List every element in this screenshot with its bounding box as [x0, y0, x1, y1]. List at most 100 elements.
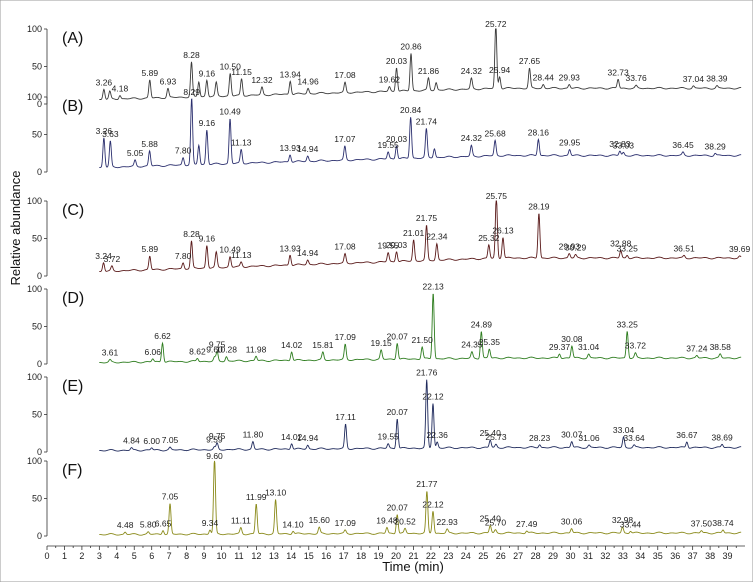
peak-label: 17.09 — [335, 332, 357, 342]
peak-label: 20.03 — [386, 56, 408, 66]
peak-label: 3.26 — [96, 77, 113, 87]
peak-label: 19.55 — [378, 432, 400, 442]
chromatogram-trace — [99, 293, 742, 364]
peak-label: 28.44 — [533, 73, 555, 83]
x-tick-label: 22 — [426, 551, 436, 561]
peak-label: 38.29 — [705, 141, 727, 151]
y-tick-label: 50 — [32, 130, 42, 140]
y-tick-label: 50 — [32, 410, 42, 420]
panels-layer: 050100(A)3.264.185.896.938.289.1610.5011… — [27, 19, 751, 541]
peak-label: 28.16 — [528, 127, 550, 137]
peak-label: 9.16 — [199, 68, 216, 78]
peak-label: 33.04 — [613, 425, 635, 435]
x-tick-label: 20 — [391, 551, 401, 561]
x-tick-label: 5 — [132, 551, 137, 561]
peak-label: 25.75 — [486, 191, 508, 201]
x-tick-label: 33 — [618, 551, 628, 561]
x-tick-label: 36 — [670, 551, 680, 561]
peak-label: 3.26 — [96, 126, 113, 136]
peak-label: 39.69 — [729, 244, 751, 254]
x-tick-label: 13 — [269, 551, 279, 561]
peak-label: 13.10 — [265, 487, 287, 497]
peak-label: 22.12 — [422, 392, 444, 402]
peak-label: 29.93 — [559, 73, 581, 83]
x-tick-label: 7 — [167, 551, 172, 561]
x-tick-label: 1 — [62, 551, 67, 561]
y-tick-label: 100 — [27, 456, 42, 466]
peak-label: 11.98 — [246, 344, 267, 354]
peak-label: 14.02 — [281, 432, 303, 442]
x-tick-label: 39 — [723, 551, 733, 561]
peak-label: 14.94 — [297, 144, 319, 154]
y-tick-label: 0 — [37, 271, 42, 281]
peak-label: 15.60 — [309, 515, 331, 525]
peak-label: 21.77 — [416, 479, 438, 489]
peak-label: 19.55 — [378, 140, 400, 150]
peak-label: 29.37 — [549, 342, 571, 352]
peak-label: 5.89 — [142, 244, 159, 254]
x-tick-label: 35 — [653, 551, 663, 561]
chromatogram-trace — [99, 28, 742, 101]
peak-label: 37.24 — [686, 343, 708, 353]
peak-label: 37.04 — [683, 74, 705, 84]
peak-label: 9.34 — [202, 518, 219, 528]
peak-label: 10.49 — [219, 107, 241, 117]
x-tick-label: 14 — [286, 551, 296, 561]
peak-label: 33.25 — [617, 319, 639, 329]
peak-label: 21.75 — [416, 213, 438, 223]
peak-label: 4.84 — [123, 436, 140, 446]
x-tick-label: 8 — [184, 551, 189, 561]
peak-label: 28.23 — [529, 433, 551, 443]
chromatogram-trace — [99, 460, 742, 536]
peak-label: 15.81 — [312, 340, 334, 350]
x-tick-label: 11 — [234, 551, 243, 561]
peak-label: 10.49 — [219, 245, 241, 255]
peak-label: 5.05 — [127, 148, 144, 158]
peak-label: 7.05 — [162, 435, 179, 445]
peak-label: 8.28 — [183, 229, 200, 239]
x-tick-label: 9 — [202, 551, 207, 561]
peak-label: 14.96 — [297, 76, 319, 86]
peak-label: 9.75 — [209, 431, 226, 441]
y-tick-label: 0 — [37, 359, 42, 369]
peak-label: 30.07 — [561, 430, 583, 440]
y-tick-label: 50 — [32, 494, 42, 504]
peak-label: 6.62 — [154, 331, 171, 341]
y-tick-label: 100 — [27, 284, 42, 294]
peak-label: 14.10 — [282, 519, 304, 529]
peak-label: 31.06 — [578, 433, 600, 443]
peak-label: 25.35 — [479, 337, 501, 347]
peak-label: 26.13 — [492, 226, 514, 236]
peak-label: 7.05 — [162, 492, 179, 502]
peak-label: 30.08 — [561, 334, 583, 344]
x-tick-label: 23 — [443, 551, 453, 561]
peak-label: 29.95 — [559, 138, 581, 148]
peak-label: 38.74 — [712, 518, 734, 528]
peak-label: 13.93 — [279, 243, 301, 253]
x-tick-label: 24 — [461, 551, 471, 561]
y-tick-label: 0 — [37, 99, 42, 109]
peak-label: 32.88 — [610, 239, 632, 249]
panel-label: (D) — [62, 290, 84, 307]
peak-label: 9.60 — [206, 345, 223, 355]
peak-label: 20.84 — [400, 105, 422, 115]
peak-label: 22.34 — [426, 232, 448, 242]
peak-label: 4.18 — [112, 84, 129, 94]
peak-label: 11.13 — [231, 137, 252, 147]
x-tick-label: 26 — [496, 551, 506, 561]
chromatogram-trace — [99, 379, 742, 452]
peak-label: 19.62 — [379, 75, 401, 85]
peak-label: 33.25 — [617, 243, 639, 253]
peak-label: 6.93 — [160, 76, 177, 86]
chromatogram-trace — [99, 98, 742, 169]
peak-label: 22.36 — [427, 430, 449, 440]
y-axis-title: Relative abundance — [8, 171, 23, 286]
peak-label: 9.60 — [206, 451, 223, 461]
x-tick-label: 19 — [374, 551, 384, 561]
peak-label: 32.83 — [609, 139, 631, 149]
peak-label: 17.08 — [334, 242, 356, 252]
peak-label: 32.73 — [607, 67, 629, 77]
peak-label: 10.28 — [216, 345, 238, 355]
